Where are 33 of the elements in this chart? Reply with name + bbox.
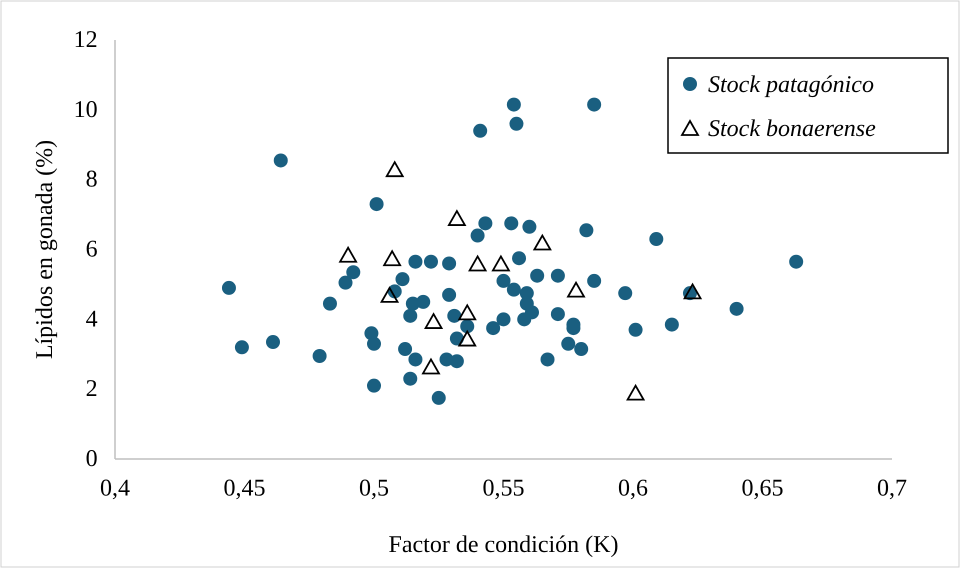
y-tick-label: 10 xyxy=(74,96,98,123)
x-tick-label: 0,55 xyxy=(482,475,524,502)
point xyxy=(684,284,702,300)
x-axis-title: Factor de condición (K) xyxy=(388,532,618,558)
x-tick-label: 0,45 xyxy=(224,475,266,502)
point xyxy=(339,246,357,263)
point xyxy=(422,358,440,374)
point xyxy=(424,313,442,329)
point xyxy=(533,234,552,250)
y-axis-title: Lípidos en gonada (%) xyxy=(32,140,58,360)
point xyxy=(626,384,644,401)
y-tick-label: 12 xyxy=(74,27,98,53)
x-tick-label: 0,6 xyxy=(618,475,648,502)
point xyxy=(448,210,466,226)
point xyxy=(468,256,486,272)
y-tick-label: 6 xyxy=(86,236,98,262)
point xyxy=(383,250,402,266)
x-tick-label: 0,5 xyxy=(359,475,389,502)
point xyxy=(567,282,585,298)
legend-label: Stock bonaerense xyxy=(708,116,876,142)
point xyxy=(458,304,476,320)
y-tick-label: 4 xyxy=(86,306,98,332)
point xyxy=(386,161,404,178)
y-tick-label: 8 xyxy=(86,166,98,193)
x-tick-label: 0,65 xyxy=(742,475,784,502)
y-tick-label: 2 xyxy=(86,376,98,402)
y-tick-label: 0 xyxy=(86,446,98,472)
point xyxy=(492,256,510,272)
x-tick-label: 0,7 xyxy=(877,475,907,502)
point xyxy=(458,330,476,346)
x-tick-label: 0,4 xyxy=(100,475,130,502)
legend-label: Stock patagónico xyxy=(708,72,874,98)
point xyxy=(380,286,398,303)
